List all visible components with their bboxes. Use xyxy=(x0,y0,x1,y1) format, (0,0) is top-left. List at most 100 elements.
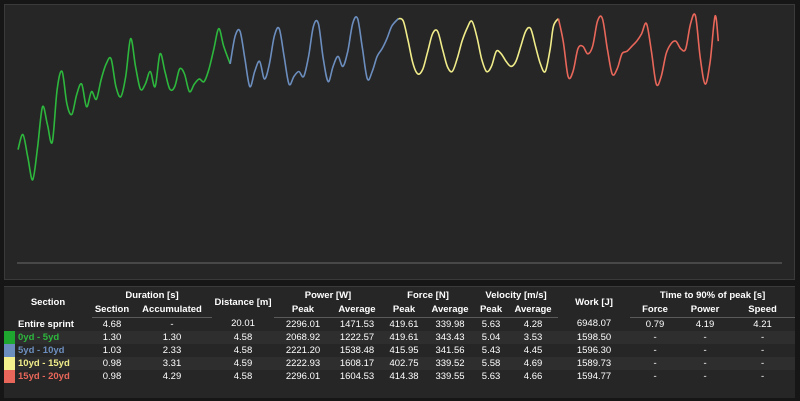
cell-time90-speed: - xyxy=(760,344,765,356)
cell-velocity-average: 4.69 xyxy=(508,357,559,370)
velocity-header: Velocity [m/s] xyxy=(485,290,547,301)
row-section-label: Entire sprint xyxy=(18,318,74,330)
series-layer xyxy=(17,13,720,181)
cell-velocity-peak: 5.43 xyxy=(481,344,501,356)
row-section-label: 15yd - 20yd xyxy=(18,371,70,382)
row-section-label: 5yd - 10yd xyxy=(18,345,65,356)
cell-power-peak: 2296.01 xyxy=(285,318,321,330)
table-row-section-3[interactable]: 10yd - 15yd 0.98 3.31 4.59 2222.93 1608.… xyxy=(4,357,796,370)
cell-power-peak: 2296.01 xyxy=(285,370,321,382)
row-section-label: 10yd - 15yd xyxy=(18,358,70,369)
cell-time90-force: - xyxy=(653,344,657,356)
force-curve-plot xyxy=(17,13,782,264)
table-row-section-1[interactable]: 0yd - 5yd 1.30 1.30 4.58 2068.92 1222.57… xyxy=(4,331,796,344)
cell-time90-power: - xyxy=(680,357,731,370)
section-stats-table: Section Duration [s] Distance [m] Power … xyxy=(4,287,796,383)
cell-time90-speed: - xyxy=(730,357,796,370)
section-color-swatch xyxy=(4,357,15,370)
cell-force-peak: 415.95 xyxy=(389,344,419,356)
cell-time90-power: - xyxy=(680,331,731,344)
cell-distance: 4.58 xyxy=(212,331,274,344)
cell-work: 1589.73 xyxy=(558,357,631,370)
cell-force-average: 343.43 xyxy=(426,331,475,344)
cell-force-average: 339.55 xyxy=(435,370,465,382)
velocity-average-header: Average xyxy=(508,303,559,318)
section-stats-table-panel: Section Duration [s] Distance [m] Power … xyxy=(4,286,796,398)
series-line-4 xyxy=(557,13,720,87)
cell-distance: 4.58 xyxy=(233,344,253,356)
force-average-header: Average xyxy=(426,303,475,318)
cell-force-peak: 419.61 xyxy=(389,318,419,330)
cell-velocity-peak: 5.63 xyxy=(481,318,501,330)
cell-duration-section: 1.03 xyxy=(102,344,122,356)
series-line-3 xyxy=(398,17,560,75)
cell-power-average: 1538.48 xyxy=(339,344,375,356)
cell-work: 1596.30 xyxy=(576,344,612,356)
cell-duration-accumulated: 1.30 xyxy=(132,331,212,344)
cell-duration-accumulated: 2.33 xyxy=(162,344,182,356)
distance-header: Distance [m] xyxy=(214,297,272,309)
row-section-cell: 0yd - 5yd xyxy=(4,331,92,344)
cell-force-peak: 419.61 xyxy=(382,331,427,344)
cell-velocity-average: 4.28 xyxy=(523,318,543,330)
section-color-swatch xyxy=(4,344,15,357)
series-line-1 xyxy=(17,27,231,181)
section-header: Section xyxy=(30,297,66,309)
section-color-swatch xyxy=(4,331,15,344)
time90-power-header: Power xyxy=(680,303,731,318)
cell-velocity-average: 4.66 xyxy=(523,370,543,382)
cell-velocity-peak: 5.63 xyxy=(481,370,501,382)
cell-work: 1598.50 xyxy=(558,331,631,344)
cell-duration-section: 4.68 xyxy=(102,318,122,330)
row-section-cell: 10yd - 15yd xyxy=(4,357,92,370)
cell-force-average: 339.98 xyxy=(435,318,465,330)
cell-power-peak: 2221.20 xyxy=(285,344,321,356)
cell-distance: 4.58 xyxy=(233,370,253,382)
time90-force-header: Force xyxy=(630,303,681,318)
duration-section-header: Section xyxy=(92,303,132,318)
cell-time90-power: - xyxy=(703,344,707,356)
duration-accumulated-header: Accumulated xyxy=(132,303,212,318)
cell-force-average: 339.52 xyxy=(426,357,475,370)
row-section-cell: 15yd - 20yd xyxy=(4,370,92,383)
cell-power-average: 1608.17 xyxy=(332,357,383,370)
cell-force-peak: 414.38 xyxy=(389,370,419,382)
time-to-90-header: Time to 90% of peak [s] xyxy=(659,290,766,301)
table-row-section-2[interactable]: 5yd - 10yd 1.03 2.33 4.58 2221.20 1538.4… xyxy=(4,344,795,357)
work-header: Work [J] xyxy=(575,297,613,309)
cell-duration-section: 0.98 xyxy=(102,370,122,382)
cell-work: 1594.77 xyxy=(576,370,612,382)
cell-time90-speed: - xyxy=(760,370,765,382)
power-peak-header: Peak xyxy=(274,303,332,318)
cell-power-average: 1604.53 xyxy=(339,370,375,382)
cell-power-average: 1222.57 xyxy=(332,331,383,344)
cell-velocity-peak: 5.58 xyxy=(474,357,509,370)
row-section-cell: 5yd - 10yd xyxy=(4,344,92,357)
cell-power-average: 1471.53 xyxy=(339,318,375,330)
cell-velocity-average: 3.53 xyxy=(508,331,559,344)
cell-time90-speed: 4.21 xyxy=(753,318,772,330)
cell-distance: 4.59 xyxy=(212,357,274,370)
velocity-peak-header: Peak xyxy=(474,303,509,318)
cell-time90-speed: - xyxy=(730,331,796,344)
power-header: Power [W] xyxy=(304,290,352,301)
cell-velocity-average: 4.45 xyxy=(523,344,543,356)
cell-duration-section: 1.30 xyxy=(92,331,132,344)
force-peak-header: Peak xyxy=(382,303,427,318)
cell-distance: 20.01 xyxy=(231,318,255,330)
table-header-sub-row: Section Accumulated Peak Average Peak Av… xyxy=(4,303,796,318)
force-header: Force [N] xyxy=(407,290,449,301)
series-line-2 xyxy=(229,16,399,88)
cell-duration-accumulated: 3.31 xyxy=(132,357,212,370)
cell-force-peak: 402.75 xyxy=(382,357,427,370)
cell-time90-power: 4.19 xyxy=(695,318,715,330)
cell-time90-force: - xyxy=(630,331,681,344)
cell-duration-accumulated: 4.29 xyxy=(162,370,182,382)
table-row-section-4[interactable]: 15yd - 20yd 0.98 4.29 4.58 2296.01 1604.… xyxy=(4,370,795,383)
table-row-entire-sprint[interactable]: Entire sprint 4.68 - 20.01 2296.01 1471.… xyxy=(4,318,795,332)
cell-work: 6948.07 xyxy=(576,318,612,330)
power-average-header: Average xyxy=(332,303,383,318)
row-section-cell: Entire sprint xyxy=(4,318,92,332)
cell-time90-force: - xyxy=(653,370,657,382)
cell-time90-force: 0.79 xyxy=(645,318,665,330)
